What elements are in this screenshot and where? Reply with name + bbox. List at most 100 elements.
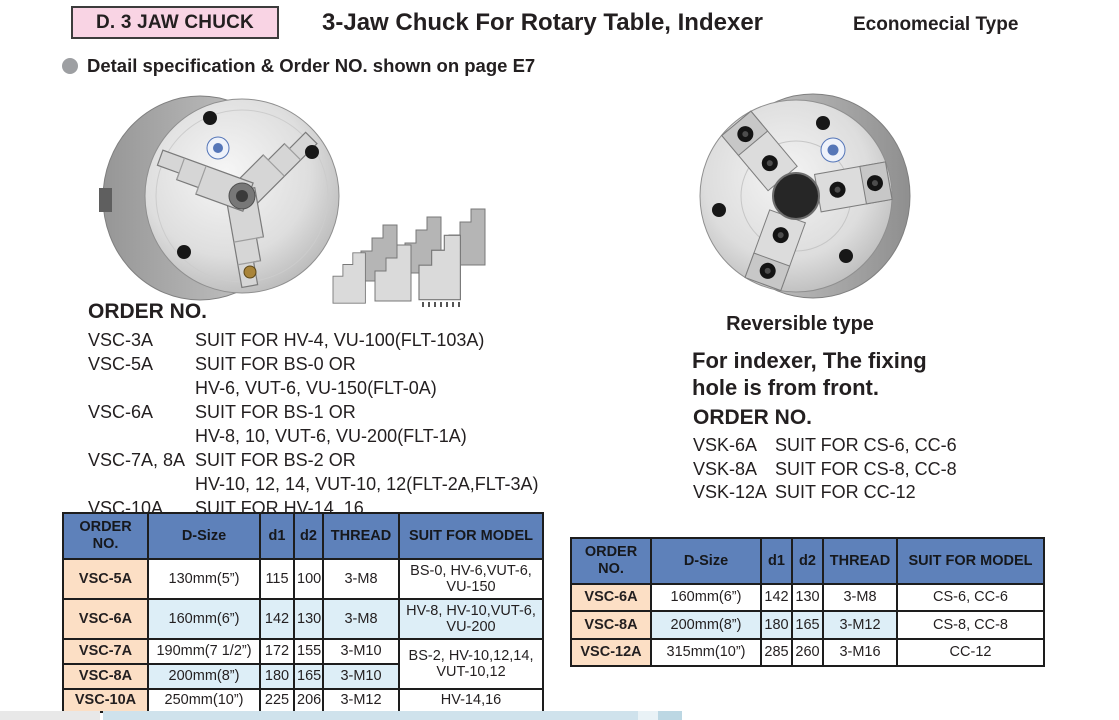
cell-d2: 130 [791,583,824,612]
footer-strip-dark [658,711,682,720]
cell-thread: 3-M8 [322,558,400,600]
order-model: VSK-8A [693,458,758,479]
cell-dsize: 160mm(6”) [650,583,762,612]
cell-suit: CS-6, CC-6 [896,583,1045,612]
col-header-d1: d1 [760,537,793,585]
cell-dsize: 250mm(10”) [147,688,261,713]
order-desc: SUIT FOR CC-12 [775,482,916,502]
cell-order: VSC-6A [62,598,149,640]
footer-strip-gray [0,711,100,720]
order-model: VSC-5A [88,354,154,374]
spec-table-reversible: ORDER NO. D-Size d1 d2 THREAD SUIT FOR M… [570,537,1045,667]
reversible-type-caption: Reversible type [726,313,874,335]
cell-d1: 180 [760,610,793,640]
order-list-item: VSK-8A SUIT FOR CS-8, CC-8 [693,458,957,482]
cell-d2: 100 [293,558,324,600]
col-header-suit: SUIT FOR MODEL [398,512,544,560]
order-model: VSC-6A [88,402,154,422]
table-row: VSC-8A 200mm(8”) 180 165 3-M12 CS-8, CC-… [570,610,1045,640]
col-header-thread: THREAD [322,512,400,560]
order-desc: HV-6, VUT-6, VU-150(FLT-0A) [195,378,437,398]
reversible-jaws [721,110,893,292]
cell-dsize: 190mm(7 1/2”) [147,638,261,665]
cell-dsize: 200mm(8”) [147,663,261,690]
key-slot [99,188,112,212]
order-list-item: VSK-12A SUIT FOR CC-12 [693,481,957,505]
cell-order: VSC-8A [570,610,652,640]
jaw-serrations [422,302,460,307]
cell-thread: 3-M10 [322,663,400,690]
cell-dsize: 160mm(6”) [147,598,261,640]
col-header-d2: d2 [293,512,324,560]
cell-thread: 3-M8 [322,598,400,640]
order-model: VSC-7A, 8A [88,450,186,470]
cell-dsize: 200mm(8”) [650,610,762,640]
footer-strip-light [638,711,658,720]
table-header-row: ORDER NO. D-Size d1 d2 THREAD SUIT FOR M… [570,537,1045,585]
col-header-order: ORDER NO. [570,537,652,585]
cell-order: VSC-5A [62,558,149,600]
order-list-right: ORDER NO. VSK-6A SUIT FOR CS-6, CC-6 VSK… [693,406,957,505]
bullet-icon [62,58,78,74]
cell-dsize: 315mm(10”) [650,638,762,667]
order-desc: HV-8, 10, VUT-6, VU-200(FLT-1A) [195,426,467,446]
order-model [88,472,195,496]
cell-order: VSC-7A [62,638,149,665]
cell-suit: HV-8, HV-10,VUT-6, VU-200 [398,598,544,640]
cell-thread: 3-M16 [822,638,898,667]
order-desc: SUIT FOR BS-1 OR [195,402,356,422]
table-row: VSC-7A 190mm(7 1/2”) 172 155 3-M10 BS-2,… [62,638,544,690]
col-header-dsize: D-Size [650,537,762,585]
order-model [88,424,195,448]
order-list-item: VSC-3A SUIT FOR HV-4, VU-100(FLT-103A) [88,328,558,352]
table-row: VSC-5A 130mm(5”) 115 100 3-M8 BS-0, HV-6… [62,558,544,600]
page-type-label: Economecial Type [853,14,1019,35]
cell-order: VSC-6A [570,583,652,612]
table-row: VSC-12A 315mm(10”) 285 260 3-M16 CC-12 [570,638,1045,667]
cell-suit: CS-8, CC-8 [896,610,1045,640]
cell-d1: 115 [259,558,295,600]
cell-suit: CC-12 [896,638,1045,667]
note-text: Detail specification & Order NO. shown o… [87,55,536,76]
order-heading: ORDER NO. [88,300,208,323]
cell-thread: 3-M12 [822,610,898,640]
cell-d1: 172 [259,638,295,665]
reversible-chuck-image [699,93,911,299]
cell-d1: 180 [259,663,295,690]
mount-hole [203,111,217,125]
table-row: VSC-8A 200mm(8”) 180 165 3-M10 [62,663,543,690]
note-row: Detail specification & Order NO. shown o… [62,55,535,77]
cell-order: VSC-8A [62,663,149,690]
order-desc: SUIT FOR BS-0 OR [195,354,356,374]
order-list-item: VSC-6A SUIT FOR BS-1 OR [88,400,558,424]
cell-d1: 285 [760,638,793,667]
col-header-dsize: D-Size [147,512,261,560]
indexer-note-line1: For indexer, The fixing [692,348,927,373]
order-desc: HV-10, 12, 14, VUT-10, 12(FLT-2A,FLT-3A) [195,474,539,494]
brass-screw [243,265,257,279]
order-desc: SUIT FOR HV-4, VU-100(FLT-103A) [195,330,485,350]
order-desc: SUIT FOR CS-8, CC-8 [775,458,957,479]
cell-thread: 3-M12 [322,688,400,713]
cell-d2: 165 [293,663,324,690]
order-list-left: ORDER NO. VSC-3A SUIT FOR HV-4, VU-100(F… [88,300,558,520]
mount-hole [305,145,319,159]
order-list-item: VSC-5A SUIT FOR BS-0 OR [88,352,558,376]
table-row: VSC-6A 160mm(6”) 142 130 3-M8 HV-8, HV-1… [62,598,544,640]
mount-hole [712,203,726,217]
mount-hole [839,249,853,263]
order-list-item: HV-8, 10, VUT-6, VU-200(FLT-1A) [88,424,558,448]
order-heading: ORDER NO. [693,406,813,429]
cell-d2: 260 [791,638,824,667]
order-list-item: HV-10, 12, 14, VUT-10, 12(FLT-2A,FLT-3A) [88,472,558,496]
mount-hole [816,116,830,130]
cell-dsize: 130mm(5”) [147,558,261,600]
cell-d1: 142 [760,583,793,612]
cell-d2: 130 [293,598,324,640]
center-hole [773,173,819,219]
col-header-suit: SUIT FOR MODEL [896,537,1045,585]
cell-d2: 165 [791,610,824,640]
order-list-item: VSC-7A, 8A SUIT FOR BS-2 OR [88,448,558,472]
order-model: VSK-12A [693,482,768,502]
